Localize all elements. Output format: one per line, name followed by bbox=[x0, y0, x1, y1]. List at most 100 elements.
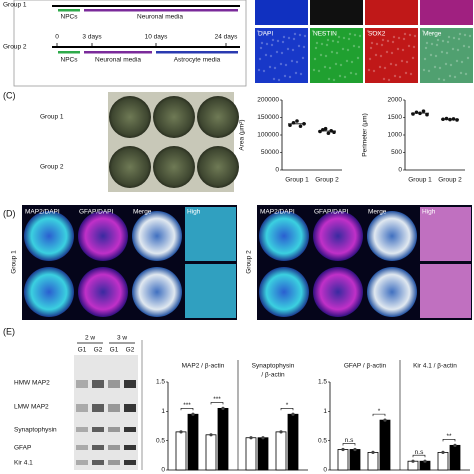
cell bbox=[316, 30, 320, 34]
cell bbox=[369, 46, 373, 50]
cell bbox=[273, 66, 277, 70]
cell bbox=[282, 35, 286, 39]
cell bbox=[265, 42, 269, 46]
micrograph bbox=[420, 207, 471, 261]
micrograph bbox=[420, 28, 473, 83]
band bbox=[124, 404, 136, 412]
cell bbox=[332, 78, 336, 82]
stage-bar bbox=[84, 9, 238, 12]
cell bbox=[405, 60, 409, 64]
micrograph bbox=[420, 0, 473, 25]
x-tick-label: Group 1 bbox=[408, 177, 432, 184]
cell bbox=[328, 66, 332, 70]
point bbox=[441, 450, 445, 454]
cell bbox=[320, 42, 324, 46]
cell bbox=[264, 53, 268, 57]
band bbox=[108, 460, 120, 465]
cell bbox=[453, 75, 457, 79]
point bbox=[448, 117, 452, 122]
cell bbox=[299, 72, 303, 76]
spheroid bbox=[109, 146, 151, 188]
micrograph bbox=[365, 28, 418, 83]
stage-label: Astrocyte media bbox=[174, 57, 221, 64]
cell bbox=[312, 68, 316, 72]
cell bbox=[291, 48, 295, 52]
band bbox=[76, 404, 88, 412]
point bbox=[318, 129, 322, 134]
point bbox=[423, 459, 427, 463]
cell bbox=[302, 45, 306, 49]
cell bbox=[272, 77, 276, 81]
spheroid bbox=[109, 96, 151, 138]
cell bbox=[327, 77, 331, 81]
point bbox=[451, 117, 456, 121]
cell bbox=[367, 68, 371, 72]
organoid bbox=[313, 211, 363, 261]
cell bbox=[440, 50, 444, 54]
point bbox=[411, 112, 415, 116]
cell bbox=[381, 38, 385, 42]
cell bbox=[374, 53, 378, 57]
band bbox=[92, 404, 104, 412]
organoid bbox=[24, 211, 74, 261]
point bbox=[302, 122, 306, 126]
point bbox=[249, 436, 253, 440]
bar bbox=[245, 437, 257, 471]
sig-bracket bbox=[210, 402, 224, 405]
cell bbox=[371, 30, 375, 34]
cell bbox=[326, 38, 330, 42]
spheroid bbox=[197, 96, 239, 138]
cell bbox=[451, 47, 455, 51]
cell bbox=[268, 65, 272, 69]
stain-label: Merge bbox=[133, 209, 152, 216]
organoid bbox=[259, 211, 309, 261]
band bbox=[76, 460, 88, 465]
cell bbox=[467, 45, 471, 49]
cell bbox=[393, 74, 397, 78]
cell bbox=[449, 63, 453, 67]
cell bbox=[404, 71, 408, 75]
row-label: Group 1 bbox=[40, 114, 64, 121]
band bbox=[76, 427, 88, 432]
band bbox=[92, 380, 104, 388]
cell bbox=[324, 54, 328, 58]
point bbox=[383, 418, 387, 422]
cell bbox=[257, 68, 261, 72]
cell bbox=[295, 60, 299, 64]
cell bbox=[288, 75, 292, 79]
cell bbox=[438, 66, 442, 70]
cell bbox=[463, 33, 467, 37]
cell bbox=[277, 78, 281, 82]
micrograph bbox=[310, 0, 363, 25]
stain-label: MAP2/DAPI bbox=[25, 209, 60, 216]
y-tick-label: 0 bbox=[275, 167, 279, 174]
band bbox=[92, 460, 104, 465]
stain-label: High bbox=[187, 209, 201, 216]
cell bbox=[294, 71, 298, 75]
band bbox=[124, 460, 136, 465]
cell bbox=[372, 69, 376, 73]
band bbox=[124, 380, 136, 388]
band bbox=[124, 427, 136, 432]
micrograph bbox=[365, 0, 418, 25]
cell bbox=[383, 66, 387, 70]
cell bbox=[401, 48, 405, 52]
cell bbox=[287, 36, 291, 40]
y-tick-label: 0.5 bbox=[156, 437, 165, 444]
stain-label: GFAP/DAPI bbox=[79, 209, 114, 216]
band bbox=[76, 380, 88, 388]
cell bbox=[330, 50, 334, 54]
y-tick-label: 1 bbox=[161, 408, 165, 415]
organoid bbox=[78, 267, 128, 317]
y-tick-label: 0 bbox=[161, 467, 165, 474]
organoid bbox=[367, 267, 417, 317]
cell bbox=[313, 57, 317, 61]
cell bbox=[392, 35, 396, 39]
y-tick-label: 0 bbox=[398, 167, 402, 174]
y-tick-label: 1500 bbox=[388, 114, 403, 121]
cell bbox=[325, 43, 329, 47]
spheroid bbox=[153, 146, 195, 188]
cell bbox=[455, 59, 459, 63]
